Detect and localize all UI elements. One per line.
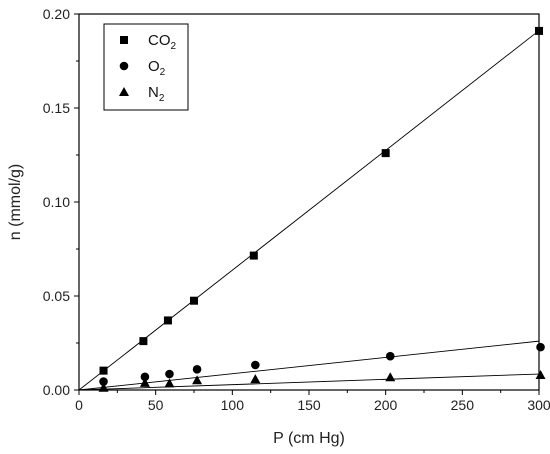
data-point-circle: [536, 342, 545, 352]
data-point-triangle: [139, 377, 150, 387]
data-point-circle: [251, 360, 260, 370]
y-tick-label: 0.15: [43, 100, 70, 116]
y-axis-ticks: 0.00 0.05 0.10 0.15 0.20: [43, 6, 79, 398]
data-point-circle: [385, 351, 395, 361]
y-tick-label: 0.05: [43, 288, 70, 304]
data-point-square: [190, 296, 198, 305]
x-tick-label: 150: [297, 397, 321, 413]
y-tick-label: 0.00: [43, 382, 70, 398]
data-point-triangle: [164, 378, 175, 388]
data-point-circle: [165, 369, 174, 379]
data-point-square: [139, 337, 148, 346]
x-tick-label: 100: [221, 397, 245, 413]
legend-marker-triangle: [119, 87, 129, 96]
x-tick-label: 300: [527, 397, 550, 413]
data-point-triangle: [192, 375, 203, 385]
y-tick-label: 0.20: [43, 6, 70, 22]
fit-lines: [78, 30, 540, 391]
x-axis-title: P (cm Hg): [273, 430, 345, 447]
fit-line-triangle: [78, 373, 540, 391]
legend-label: CO2: [148, 32, 177, 52]
data-point-square: [381, 149, 390, 158]
y-axis-title: n (mmol/g): [7, 164, 24, 240]
fit-line-square: [78, 30, 540, 391]
data-point-square: [249, 251, 258, 260]
legend-label: N2: [148, 84, 165, 104]
data-point-circle: [192, 365, 202, 374]
data-point-triangle: [385, 372, 396, 382]
data-point-square: [99, 366, 108, 375]
legend-label: O2: [148, 58, 166, 78]
legend-box: [103, 23, 189, 111]
legend-marker-circle: [119, 61, 129, 71]
x-axis-ticks: 0 50 100 150 200 250 300: [75, 390, 550, 413]
y-tick-label: 0.10: [43, 194, 70, 210]
data-point-square: [163, 316, 172, 325]
x-tick-label: 250: [451, 397, 475, 413]
x-tick-label: 50: [148, 397, 164, 413]
data-point-circle: [99, 377, 108, 386]
data-point-triangle: [250, 374, 261, 384]
x-tick-label: 200: [374, 397, 398, 413]
x-tick-label: 0: [75, 397, 83, 413]
legend: CO2 O2 N2: [103, 23, 189, 111]
data-point-circle: [140, 372, 150, 382]
data-point-triangle: [535, 369, 546, 379]
fit-line-circle: [78, 340, 540, 391]
legend-marker-square: [120, 36, 128, 44]
